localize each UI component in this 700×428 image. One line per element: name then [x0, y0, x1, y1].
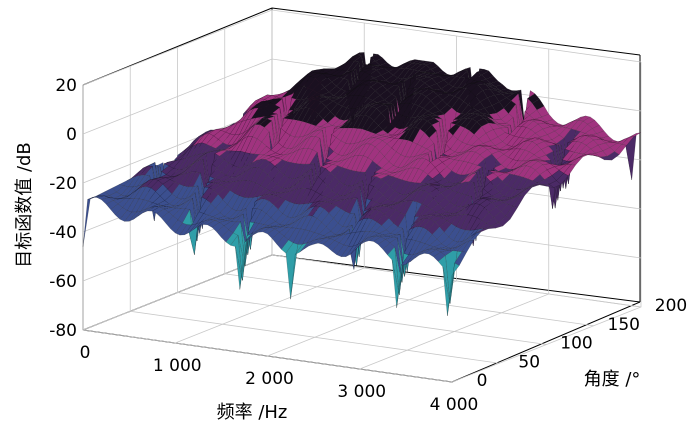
surface-facet [82, 196, 95, 247]
x-axis-label: 频率 /Hz [217, 402, 288, 423]
z-tick-label: 20 [55, 76, 77, 96]
y-tick-label: 200 [655, 296, 687, 316]
z-tick-label: -40 [49, 223, 77, 243]
y-grid-line [224, 28, 594, 327]
y-tick-label: 100 [560, 334, 592, 354]
top-right-edge [271, 7, 641, 56]
surface-mesh [82, 52, 642, 316]
y-tick-label: 50 [518, 352, 540, 372]
y-tick-label: 0 [477, 371, 488, 391]
y-grid-line [271, 10, 642, 308]
y-tick-label: 150 [608, 315, 640, 335]
y-grid-line [177, 47, 547, 345]
x-tick-label: 4 000 [430, 395, 479, 415]
z-axis-label: 目标函数值 /dB [14, 142, 35, 268]
x-tick-label: 0 [80, 343, 91, 363]
z-tick-label: -80 [49, 321, 77, 341]
y-grid-line [82, 85, 453, 383]
z-tick-label: 0 [66, 125, 77, 145]
y-axis-label: 角度 /° [584, 369, 641, 390]
surface-facet [447, 262, 460, 316]
z-tick-label: -60 [49, 272, 77, 292]
surface-facet [285, 242, 298, 300]
floor-right-edge [451, 301, 641, 383]
x-tick-label: 2 000 [245, 369, 294, 389]
z-tick-label: -20 [49, 174, 77, 194]
x-tick-label: 1 000 [153, 356, 202, 376]
floor-back-edge [271, 254, 641, 303]
y-grid-line [129, 66, 500, 364]
x-tick-label: 3 000 [337, 382, 386, 402]
